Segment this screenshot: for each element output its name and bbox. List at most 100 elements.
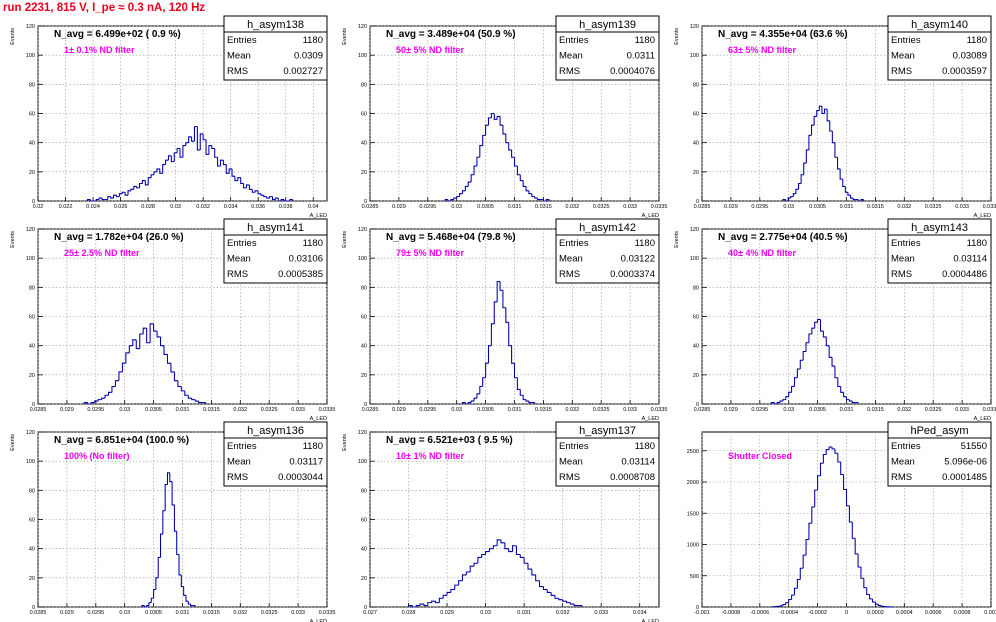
y-tick-label: 0 xyxy=(364,605,367,611)
histogram-bin xyxy=(139,333,144,349)
histogram-bin xyxy=(446,591,451,596)
y-tick-label: 60 xyxy=(693,315,699,321)
histogram-bin xyxy=(851,401,856,404)
histogram-bin xyxy=(522,180,527,187)
histogram-bin xyxy=(185,595,189,602)
histogram-bin xyxy=(850,195,854,199)
y-tick-label: 40 xyxy=(361,547,367,553)
y-tick-label: 40 xyxy=(693,141,699,147)
x-tick-label: 0.031 xyxy=(840,204,854,210)
stat-value-mean: 0.03106 xyxy=(289,254,323,265)
y-tick-label: 80 xyxy=(29,82,35,88)
histogram-bin xyxy=(87,199,91,201)
x-tick-label: 0.032 xyxy=(565,204,579,210)
histogram-bin xyxy=(854,538,859,555)
histogram-bin xyxy=(180,386,185,392)
y-tick-label: 20 xyxy=(361,170,367,176)
histogram-bin xyxy=(482,134,486,146)
histogram-bin xyxy=(153,323,158,332)
histogram-bin xyxy=(408,605,413,607)
histogram-bin xyxy=(791,385,795,393)
histogram-bin xyxy=(537,198,541,201)
stat-label-mean: Mean xyxy=(559,457,583,468)
stat-label-rms: RMS xyxy=(559,472,580,483)
histogram-pad: 0.0285 0.029 0.0295 0.03 0.0305 0.031 0.0315 0.… xyxy=(342,15,667,219)
x-tick-label: 0.029 xyxy=(60,407,74,413)
x-tick-label: 0.033 xyxy=(594,610,608,616)
stat-value-entries: 1180 xyxy=(303,441,323,452)
histogram-bin xyxy=(184,390,189,396)
stat-label-rms: RMS xyxy=(559,269,580,280)
histogram-bin xyxy=(115,195,120,198)
histogram-bin xyxy=(811,506,815,524)
x-axis-label: A_LED xyxy=(310,416,327,422)
histogram-bin xyxy=(165,159,169,165)
x-tick-label: 0.0335 xyxy=(983,204,996,210)
histogram-bin xyxy=(822,331,827,338)
histogram-bin xyxy=(456,196,460,199)
x-tick-label: 0.032 xyxy=(556,610,570,616)
histogram-bin xyxy=(531,193,535,198)
y-tick-label: 120 xyxy=(26,227,35,233)
stat-label-mean: Mean xyxy=(227,51,251,62)
histogram-bin xyxy=(149,323,154,343)
histogram-bin xyxy=(554,595,559,599)
histogram-bin xyxy=(187,601,191,605)
histogram-bin xyxy=(431,600,436,603)
histogram-bin xyxy=(121,191,126,194)
histogram-bin xyxy=(113,194,117,199)
histogram-bin xyxy=(269,196,273,199)
x-tick-label: 0.031 xyxy=(517,610,531,616)
histogram-bin xyxy=(508,142,512,151)
run-title: run 2231, 815 V, I_pe ≈ 0.3 nA, 120 Hz xyxy=(3,2,206,14)
histogram-bin xyxy=(130,188,134,191)
histogram-bin xyxy=(848,399,853,402)
x-tick-label: 0.028 xyxy=(402,610,416,616)
stat-box xyxy=(555,31,660,81)
stat-value-entries: 1180 xyxy=(303,35,323,46)
histogram-bin xyxy=(796,578,801,589)
stat-label-rms: RMS xyxy=(227,472,248,483)
histogram-bin xyxy=(289,199,293,201)
n-avg-label: N_avg = 6.499e+02 ( 0.9 %) xyxy=(54,29,181,40)
stat-label-rms: RMS xyxy=(227,66,248,77)
x-tick-label: 0.0295 xyxy=(419,204,436,210)
x-tick-label: 0.0305 xyxy=(809,204,826,210)
histogram-bin xyxy=(444,199,449,201)
x-axis-label: A_LED xyxy=(974,416,991,422)
histogram-bin xyxy=(254,190,259,193)
x-tick-label: 0.032 xyxy=(897,204,911,210)
histogram-bin xyxy=(251,189,256,193)
x-tick-label: 0.0295 xyxy=(751,204,768,210)
histogram-bin xyxy=(770,402,775,404)
histogram-bin xyxy=(834,142,838,158)
x-tick-label: 0.029 xyxy=(440,610,454,616)
x-tick-label: 0.0325 xyxy=(593,204,610,210)
histogram-series xyxy=(461,280,536,405)
histogram-bin xyxy=(837,157,841,170)
histogram-bin xyxy=(485,124,489,136)
x-tick-label: 0.03 xyxy=(783,407,794,413)
x-tick-label: 0.036 xyxy=(251,204,265,210)
histogram-bin xyxy=(852,198,856,201)
stat-box xyxy=(223,437,328,487)
stat-box xyxy=(223,234,328,284)
histogram-bin xyxy=(159,168,163,174)
x-tick-label: 0.0315 xyxy=(535,204,552,210)
x-tick-label: 0.032 xyxy=(897,407,911,413)
stat-label-entries: Entries xyxy=(891,35,921,46)
histogram-bin xyxy=(808,522,812,540)
x-tick-label: 0.0285 xyxy=(30,407,47,413)
histogram-bin xyxy=(110,196,114,199)
histogram-series xyxy=(83,323,207,405)
histogram-pad: 0.02 0.022 0.024 0.026 0.028 0.03 0.032 0.034 0.… xyxy=(10,15,328,219)
stat-label-mean: Mean xyxy=(227,254,251,265)
histogram-bin xyxy=(442,594,448,599)
histogram-bin xyxy=(225,164,230,174)
x-tick-label: 0.0335 xyxy=(651,407,668,413)
histogram-bin xyxy=(505,133,509,144)
histogram-bin xyxy=(464,185,469,191)
histogram-bin xyxy=(237,177,241,181)
histogram-series xyxy=(87,126,294,202)
histogram-bin xyxy=(447,199,451,202)
